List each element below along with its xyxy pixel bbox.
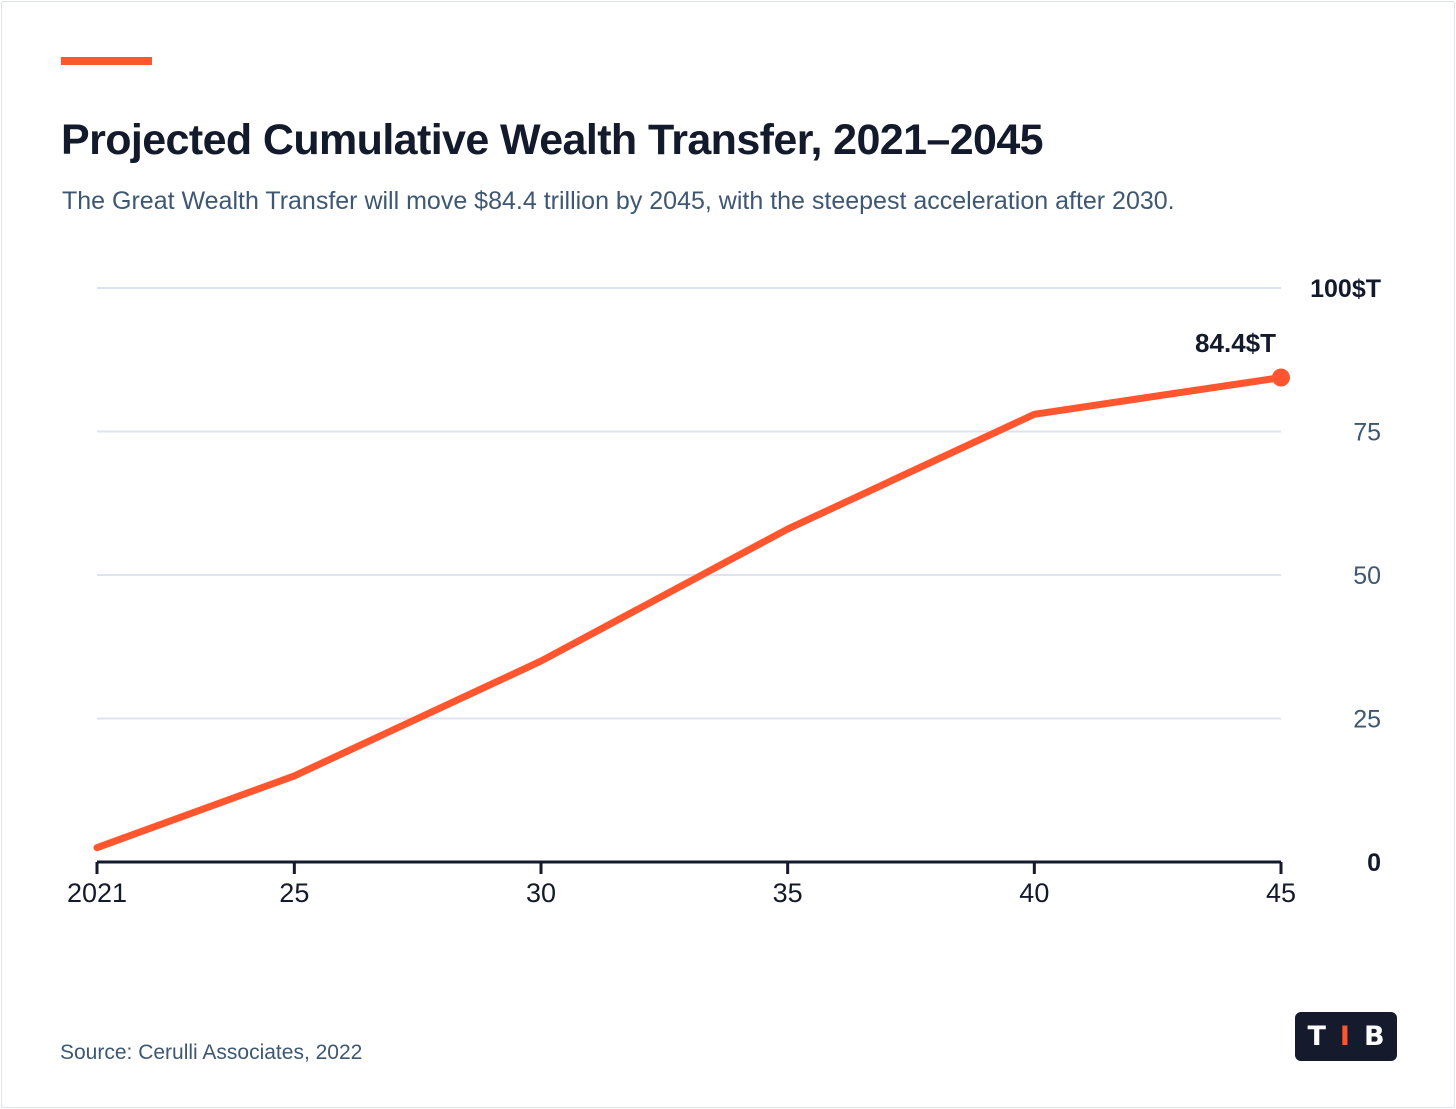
- y-tick-label: 25: [1353, 706, 1381, 734]
- end-value-label: 84.4$T: [1195, 328, 1276, 358]
- series-line: [93, 374, 1285, 852]
- accent-bar: [61, 57, 152, 65]
- logo-letter-t: T: [1307, 1021, 1326, 1052]
- source-note: Source: Cerulli Associates, 2022: [60, 1041, 363, 1064]
- end-point-marker: [1272, 368, 1290, 387]
- y-tick-label: 75: [1353, 419, 1381, 447]
- chart-subtitle: The Great Wealth Transfer will move $84.…: [62, 187, 1175, 215]
- tib-logo: T I B: [1295, 1012, 1397, 1061]
- logo-letter-i: I: [1339, 1021, 1350, 1052]
- y-tick-label: 0: [1367, 849, 1381, 877]
- x-tick-label: 2021: [67, 878, 127, 908]
- y-tick-label: 50: [1353, 562, 1381, 590]
- x-tick-label: 45: [1266, 878, 1296, 908]
- logo-letter-b: B: [1363, 1021, 1385, 1052]
- chart-title: Projected Cumulative Wealth Transfer, 20…: [61, 116, 1044, 164]
- y-tick-label: 100$T: [1310, 275, 1381, 303]
- x-tick-label: 35: [773, 878, 803, 908]
- x-tick-label: 30: [526, 878, 556, 908]
- x-tick-label: 25: [279, 878, 309, 908]
- x-tick-label: 40: [1019, 878, 1049, 908]
